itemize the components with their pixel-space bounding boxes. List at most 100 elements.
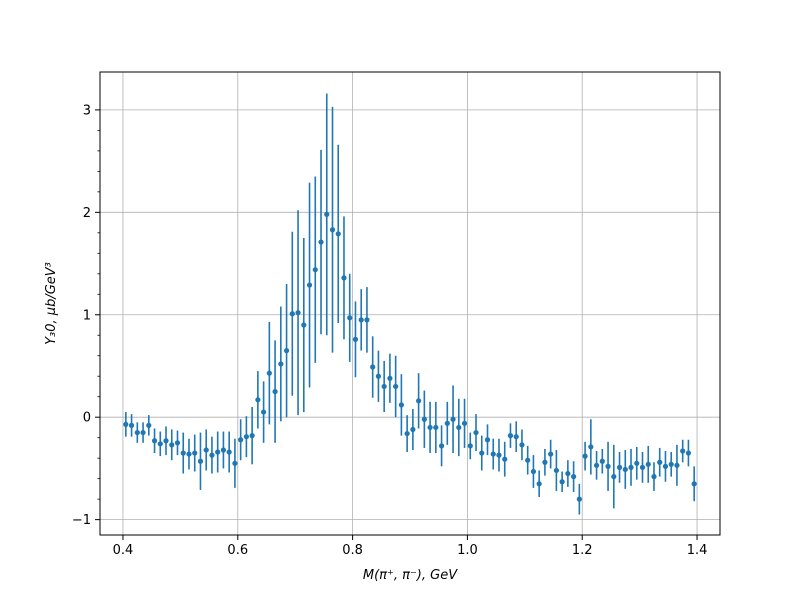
data-point	[243, 434, 249, 440]
data-point	[525, 457, 531, 463]
data-point	[261, 409, 267, 415]
data-point	[128, 422, 135, 428]
data-point	[616, 464, 623, 470]
data-point	[249, 433, 255, 439]
data-point	[238, 437, 244, 443]
data-point	[593, 462, 600, 468]
x-tick-label: 1.2	[572, 543, 593, 558]
data-point	[146, 422, 152, 428]
data-point	[283, 348, 290, 354]
y-tick-label: 1	[83, 308, 91, 323]
data-point	[542, 459, 548, 465]
data-point	[358, 317, 364, 323]
data-point	[605, 463, 611, 469]
data-point	[312, 267, 318, 273]
data-point	[438, 443, 445, 449]
data-point	[674, 462, 680, 468]
data-point	[341, 275, 347, 281]
data-point	[628, 464, 634, 470]
data-point	[197, 458, 204, 464]
data-point	[364, 317, 370, 323]
data-series	[123, 93, 697, 515]
data-point	[662, 463, 669, 469]
data-point	[479, 450, 485, 456]
x-tick-label: 0.4	[113, 543, 134, 558]
data-point	[421, 416, 427, 422]
data-point	[134, 429, 140, 436]
data-point	[375, 373, 382, 379]
data-point	[576, 496, 582, 502]
data-point	[444, 420, 450, 426]
data-point	[295, 310, 301, 316]
data-point	[289, 311, 295, 317]
data-point	[387, 375, 393, 381]
data-point	[209, 452, 215, 458]
data-point	[634, 460, 640, 466]
data-point	[329, 227, 336, 233]
data-point	[306, 282, 313, 288]
data-point	[519, 442, 525, 448]
data-point	[565, 470, 571, 477]
x-tick-label: 1.0	[457, 543, 478, 558]
data-point	[215, 449, 221, 455]
data-point	[433, 424, 439, 431]
data-point	[427, 424, 433, 431]
data-point	[335, 231, 341, 237]
data-point	[266, 370, 272, 376]
x-tick-label: 1.4	[687, 543, 708, 558]
data-point	[668, 461, 674, 467]
data-point	[559, 479, 565, 485]
data-point	[174, 440, 181, 446]
y-axis-label: Y₃0, μb/GeV³	[44, 262, 59, 345]
data-point	[203, 447, 209, 453]
data-point	[410, 426, 416, 433]
data-point	[140, 429, 146, 436]
data-point	[180, 450, 186, 456]
data-point	[186, 451, 192, 457]
data-point	[645, 461, 651, 467]
data-point	[370, 364, 376, 370]
data-point	[507, 433, 514, 439]
data-point	[192, 450, 198, 456]
data-point	[484, 437, 491, 443]
data-point	[588, 444, 594, 450]
data-point	[680, 448, 686, 454]
data-point	[496, 452, 502, 458]
data-point	[611, 474, 617, 480]
data-point	[530, 468, 537, 475]
data-point	[513, 434, 519, 440]
y-tick-label: 0	[83, 411, 91, 426]
data-point	[278, 361, 284, 367]
data-point	[582, 453, 588, 459]
axis-ticks: 0.4 0.6 0.8 1.0 1.2 1.4 −1 0 1 2 3	[72, 103, 708, 558]
data-point	[123, 421, 129, 427]
data-point	[490, 451, 496, 457]
plot-area-frame	[99, 71, 721, 536]
data-point	[553, 467, 559, 474]
data-point	[473, 429, 479, 436]
data-point	[571, 474, 577, 480]
data-point	[347, 315, 353, 321]
x-axis-label: M(π⁺, π⁻), GeV	[363, 568, 458, 583]
data-point	[226, 449, 232, 455]
y-tick-label: 3	[83, 103, 91, 118]
data-point	[301, 322, 307, 328]
data-point	[381, 383, 387, 390]
data-point	[467, 443, 473, 449]
data-point	[685, 450, 692, 456]
x-tick-label: 0.6	[227, 543, 248, 558]
data-point	[398, 402, 404, 408]
data-point	[502, 456, 508, 462]
data-point	[416, 398, 422, 404]
data-point	[536, 481, 542, 487]
data-point	[651, 474, 657, 480]
data-point	[599, 458, 605, 464]
data-point	[163, 438, 169, 444]
data-point	[691, 481, 697, 487]
data-point	[639, 464, 646, 470]
data-point	[404, 430, 410, 437]
data-point	[220, 447, 227, 453]
x-tick-label: 0.8	[342, 543, 363, 558]
data-point	[393, 383, 399, 390]
